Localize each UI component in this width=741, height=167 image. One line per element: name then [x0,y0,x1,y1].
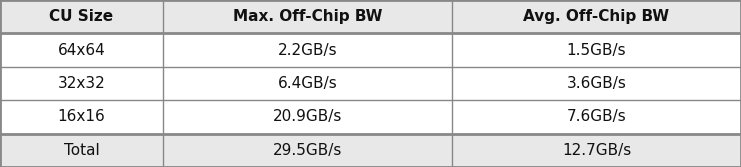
Text: 6.4GB/s: 6.4GB/s [278,76,337,91]
Text: 12.7GB/s: 12.7GB/s [562,143,631,158]
Text: Total: Total [64,143,99,158]
Text: 16x16: 16x16 [58,109,105,124]
Text: 1.5GB/s: 1.5GB/s [567,43,626,58]
Bar [0,100,741,134]
Bar [0,67,741,100]
Text: CU Size: CU Size [50,9,113,24]
Text: 3.6GB/s: 3.6GB/s [567,76,626,91]
Text: 2.2GB/s: 2.2GB/s [278,43,337,58]
Text: 32x32: 32x32 [58,76,105,91]
Text: Avg. Off-Chip BW: Avg. Off-Chip BW [523,9,670,24]
Text: 29.5GB/s: 29.5GB/s [273,143,342,158]
Bar [0,33,741,67]
Text: 20.9GB/s: 20.9GB/s [273,109,342,124]
Text: 64x64: 64x64 [58,43,105,58]
Bar [0,0,741,33]
Text: Max. Off-Chip BW: Max. Off-Chip BW [233,9,382,24]
Text: 7.6GB/s: 7.6GB/s [567,109,626,124]
Bar [0,134,741,167]
